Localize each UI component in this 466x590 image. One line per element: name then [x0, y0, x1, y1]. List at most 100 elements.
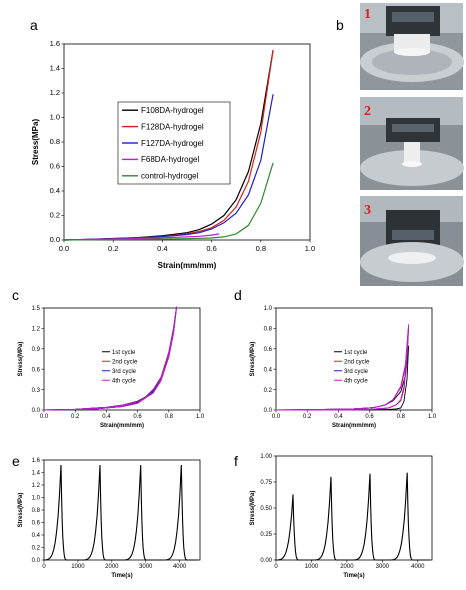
legend-label-a: F128DA-hydrogel — [141, 122, 204, 131]
series-line-e — [44, 464, 198, 561]
y-tick-label-e: 0.2 — [32, 546, 41, 552]
x-axis-label-f: Time(s) — [343, 573, 364, 579]
legend-label-c: 1st cycle — [112, 350, 136, 356]
chart-d: 0.0 0.2 0.4 0.6 0.8 1.0 0.0 0.2 0.4 0.6 0.8 1.0 Stra… — [250, 306, 437, 429]
y-tick-label-e: 0.0 — [32, 558, 41, 564]
x-axis-label-e: Time(s) — [111, 573, 132, 579]
y-tick-label-d: 0.6 — [264, 347, 273, 353]
x-tick-label-d: 0.2 — [303, 414, 312, 420]
x-tick-label-d: 0.4 — [334, 414, 343, 420]
x-tick-label-f: 4000 — [411, 564, 425, 570]
plot-frame-e — [43, 459, 201, 561]
y-tick-label-a: 0.2 — [50, 211, 60, 220]
x-tick-label-c: 0.8 — [165, 414, 174, 420]
y-tick-label-f: 0.50 — [260, 506, 272, 512]
x-tick-label-c: 0.2 — [71, 414, 80, 420]
x-tick-label-a: 1.0 — [305, 244, 315, 253]
legend-label-a: control-hydrogel — [141, 172, 199, 181]
y-tick-label-a: 1.6 — [50, 39, 60, 48]
x-tick-label-f: 1000 — [305, 564, 319, 570]
legend-label-d: 4th cycle — [344, 378, 368, 384]
legend-label-c: 3rd cycle — [112, 369, 137, 375]
y-tick-label-a: 0.0 — [50, 235, 60, 244]
series-line-f — [276, 472, 430, 561]
x-tick-label-a: 0.6 — [206, 244, 216, 253]
y-tick-label-c: 1.2 — [32, 327, 41, 333]
photo-number-3: 3 — [364, 203, 371, 218]
chart-f: 0 1000 2000 3000 4000 0.00 0.25 0.50 0.75 1.00 Tim… — [250, 454, 433, 579]
y-tick-label-e: 1.0 — [32, 496, 41, 502]
y-tick-label-f: 1.00 — [260, 454, 272, 460]
legend-box-d — [330, 347, 374, 385]
y-tick-label-a: 0.4 — [50, 186, 60, 195]
y-tick-label-a: 0.8 — [50, 137, 60, 146]
y-tick-label-d: 0.4 — [264, 367, 273, 373]
y-tick-label-d: 0.0 — [264, 408, 273, 414]
legend-label-a: F127DA-hydrogel — [141, 139, 204, 148]
y-tick-label-a: 1.0 — [50, 113, 60, 122]
y-axis-label-f: Stress(MPa) — [250, 491, 256, 526]
photo-number-2: 2 — [364, 104, 371, 119]
x-tick-label-f: 2000 — [340, 564, 354, 570]
y-tick-label-e: 0.4 — [32, 533, 41, 539]
plot-frame-f — [275, 455, 433, 561]
legend-label-a: F108DA-hydrogel — [141, 106, 204, 115]
x-tick-label-f: 3000 — [376, 564, 390, 570]
panel-label-f: f — [234, 453, 238, 469]
y-tick-label-c: 0.6 — [32, 367, 41, 373]
legend-label-d: 3rd cycle — [344, 369, 369, 375]
photo-1: 1 — [360, 3, 464, 90]
legend-label-d: 2nd cycle — [344, 359, 370, 365]
x-tick-label-c: 0.6 — [133, 414, 142, 420]
y-tick-label-f: 0.25 — [260, 532, 272, 538]
y-tick-label-e: 1.4 — [32, 471, 41, 477]
x-axis-label-d: Strain(mm/mm) — [332, 423, 376, 429]
x-tick-label-d: 0.0 — [272, 414, 281, 420]
y-tick-label-e: 1.2 — [32, 483, 41, 489]
x-tick-label-c: 0.4 — [102, 414, 111, 420]
y-tick-label-d: 0.2 — [264, 388, 273, 394]
x-tick-label-c: 0.0 — [40, 414, 49, 420]
photo-2: 2 — [360, 97, 464, 190]
x-tick-label-a: 0.0 — [59, 244, 69, 253]
series-line-c-4 — [43, 306, 178, 411]
x-tick-label-f: 0 — [274, 564, 278, 570]
y-tick-label-a: 1.4 — [50, 64, 60, 73]
series-line-d-4 — [275, 324, 410, 411]
y-tick-label-c: 0.3 — [32, 388, 41, 394]
panel-label-b: b — [336, 17, 344, 33]
x-tick-label-e: 1000 — [71, 564, 85, 570]
x-axis-label-c: Strain(mm/mm) — [100, 423, 144, 429]
x-tick-label-d: 1.0 — [428, 414, 437, 420]
series-line-a-5 — [63, 162, 274, 241]
x-tick-label-e: 4000 — [173, 564, 187, 570]
y-tick-label-e: 0.8 — [32, 508, 41, 514]
y-axis-label-e: Stress(MPa) — [18, 493, 24, 528]
x-tick-label-a: 0.2 — [108, 244, 118, 253]
legend-label-c: 4th cycle — [112, 378, 136, 384]
chart-e: 0 1000 2000 3000 4000 0.0 0.2 0.4 0.6 0.8 1.0 1.2 1.… — [18, 458, 201, 579]
plot-frame-c — [43, 307, 201, 411]
x-tick-label-a: 0.4 — [157, 244, 167, 253]
x-tick-label-e: 0 — [42, 564, 46, 570]
chart-c: 0.0 0.2 0.4 0.6 0.8 1.0 0.0 0.3 0.6 0.9 1.2 1.5 Stra… — [18, 306, 205, 429]
y-tick-label-e: 1.6 — [32, 458, 41, 464]
y-tick-label-d: 1.0 — [264, 306, 273, 312]
photo-number-1: 1 — [364, 7, 371, 22]
panel-label-c: c — [12, 287, 19, 303]
y-tick-label-f: 0.75 — [260, 480, 272, 486]
legend-label-d: 1st cycle — [344, 350, 368, 356]
x-axis-label-a: Strain(mm/mm) — [158, 261, 217, 270]
y-tick-label-a: 1.2 — [50, 88, 60, 97]
y-axis-label-d: Stress(MPa) — [250, 342, 256, 377]
y-tick-label-c: 1.5 — [32, 306, 41, 312]
photo-panel-b: 1 2 3 — [360, 3, 464, 286]
y-tick-label-a: 0.6 — [50, 162, 60, 171]
x-tick-label-a: 0.8 — [256, 244, 266, 253]
legend-label-a: F68DA-hydrogel — [141, 155, 199, 164]
y-tick-label-c: 0.0 — [32, 408, 41, 414]
panel-label-a: a — [30, 17, 38, 33]
x-tick-label-e: 3000 — [139, 564, 153, 570]
legend-box-c — [98, 347, 142, 385]
